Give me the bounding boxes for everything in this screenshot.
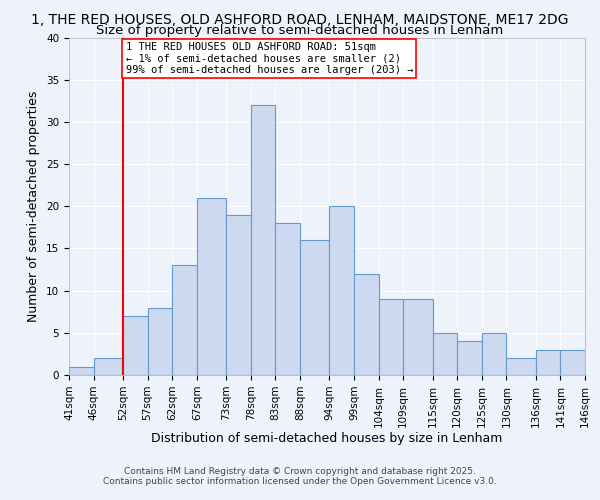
Bar	[329, 206, 354, 375]
Text: Size of property relative to semi-detached houses in Lenham: Size of property relative to semi-detach…	[97, 24, 503, 37]
Bar	[69, 366, 94, 375]
Bar	[275, 223, 300, 375]
Bar	[506, 358, 536, 375]
Bar	[354, 274, 379, 375]
Text: 1 THE RED HOUSES OLD ASHFORD ROAD: 51sqm
← 1% of semi-detached houses are smalle: 1 THE RED HOUSES OLD ASHFORD ROAD: 51sqm…	[125, 42, 413, 75]
Bar	[536, 350, 560, 375]
Bar	[482, 333, 506, 375]
Bar	[433, 333, 457, 375]
Bar	[94, 358, 123, 375]
Bar	[379, 299, 403, 375]
Bar	[560, 350, 585, 375]
Bar	[172, 266, 197, 375]
Bar	[226, 214, 251, 375]
Bar	[251, 105, 275, 375]
Text: Contains HM Land Registry data © Crown copyright and database right 2025.: Contains HM Land Registry data © Crown c…	[124, 467, 476, 476]
Bar	[123, 316, 148, 375]
Bar	[403, 299, 433, 375]
Bar	[457, 341, 482, 375]
Bar	[148, 308, 172, 375]
Text: Contains public sector information licensed under the Open Government Licence v3: Contains public sector information licen…	[103, 477, 497, 486]
Y-axis label: Number of semi-detached properties: Number of semi-detached properties	[28, 90, 40, 322]
Text: 1, THE RED HOUSES, OLD ASHFORD ROAD, LENHAM, MAIDSTONE, ME17 2DG: 1, THE RED HOUSES, OLD ASHFORD ROAD, LEN…	[31, 12, 569, 26]
Bar	[197, 198, 226, 375]
X-axis label: Distribution of semi-detached houses by size in Lenham: Distribution of semi-detached houses by …	[151, 432, 503, 446]
Bar	[300, 240, 329, 375]
